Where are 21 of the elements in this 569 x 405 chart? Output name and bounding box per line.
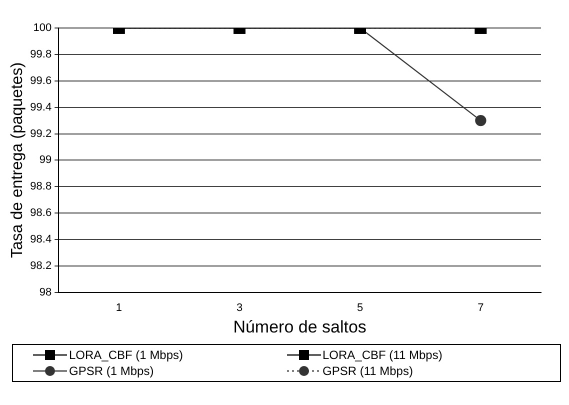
y-axis-title: Tasa de entrega (paquetes) [9,62,26,258]
y-tick-label: 100 [33,22,52,34]
y-tick-label: 99.8 [30,48,52,60]
x-tick-label: 7 [478,302,484,314]
y-tick-label: 99 [39,154,52,166]
y-tick-label: 98 [39,286,52,298]
legend-label: LORA_CBF (1 Mbps) [69,348,184,362]
legend-label: LORA_CBF (11 Mbps) [322,348,442,362]
y-tick-label: 98.4 [30,234,52,246]
x-tick-label: 5 [357,302,364,314]
legend-label: GPSR (1 Mbps) [69,364,154,378]
x-axis-title: Número de saltos [233,317,366,336]
x-tick-label: 3 [236,302,243,314]
x-tick-label: 1 [116,302,122,314]
y-tick-label: 98.6 [30,207,52,220]
legend-label: GPSR (11 Mbps) [322,364,413,378]
y-tick-label: 99.4 [30,101,52,114]
y-tick-label: 98.8 [30,180,52,193]
y-tick-label: 99.2 [30,128,52,140]
y-tick-label: 98.2 [30,260,52,272]
y-tick-label: 99.6 [30,74,52,87]
